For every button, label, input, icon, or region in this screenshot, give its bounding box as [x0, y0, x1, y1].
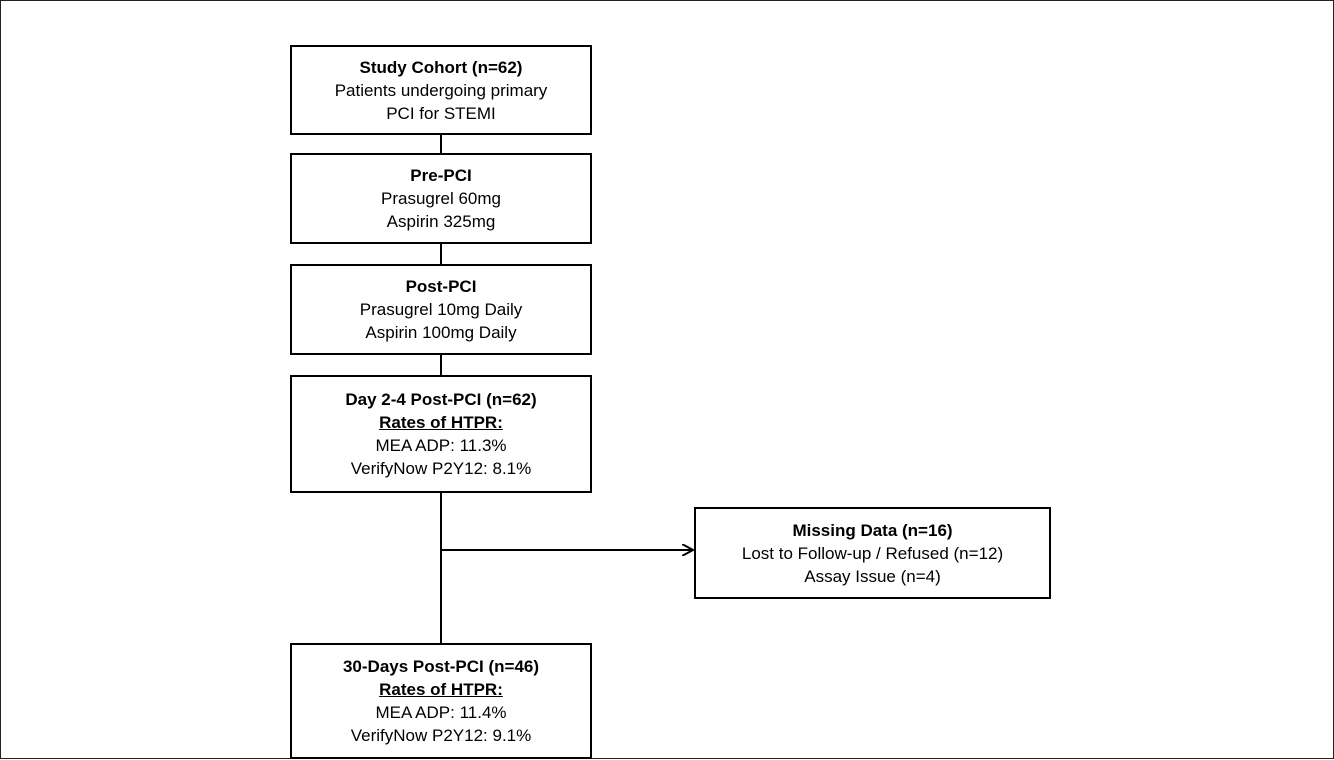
node-study-cohort: Study Cohort (n=62) Patients undergoing …: [290, 45, 592, 135]
node-line: Prasugrel 60mg: [380, 189, 501, 208]
node-subtitle: Rates of HTPR:: [379, 413, 503, 432]
node-day-30: 30-Days Post-PCI (n=46) Rates of HTPR: M…: [290, 643, 592, 759]
node-pre-pci: Pre-PCI Prasugrel 60mg Aspirin 325mg: [290, 153, 592, 244]
node-title: Day 2-4 Post-PCI (n=62): [345, 390, 537, 409]
node-line: Lost to Follow-up / Refused (n=12): [741, 543, 1004, 563]
node-title: Missing Data (n=16): [792, 520, 953, 540]
node-line: Patients undergoing primary: [334, 80, 548, 100]
node-post-pci: Post-PCI Prasugrel 10mg Daily Aspirin 10…: [290, 264, 592, 355]
node-day-2-4: Day 2-4 Post-PCI (n=62) Rates of HTPR: M…: [290, 375, 592, 493]
node-line: PCI for STEMI: [386, 103, 496, 123]
node-line: Aspirin 100mg Daily: [365, 323, 517, 342]
node-line: VerifyNow P2Y12: 9.1%: [350, 726, 532, 745]
node-title: Pre-PCI: [410, 166, 472, 185]
node-title: Study Cohort (n=62): [359, 57, 523, 77]
node-line: Aspirin 325mg: [386, 212, 496, 231]
node-line: Assay Issue (n=4): [804, 566, 941, 586]
node-line: VerifyNow P2Y12: 8.1%: [350, 459, 532, 478]
node-line: MEA ADP: 11.3%: [375, 436, 507, 455]
node-line: MEA ADP: 11.4%: [375, 703, 507, 722]
node-title: 30-Days Post-PCI (n=46): [342, 657, 540, 676]
node-title: Post-PCI: [405, 277, 477, 296]
node-line: Prasugrel 10mg Daily: [359, 300, 523, 319]
node-missing-data: Missing Data (n=16) Lost to Follow-up / …: [694, 507, 1051, 599]
node-subtitle: Rates of HTPR:: [379, 680, 503, 699]
